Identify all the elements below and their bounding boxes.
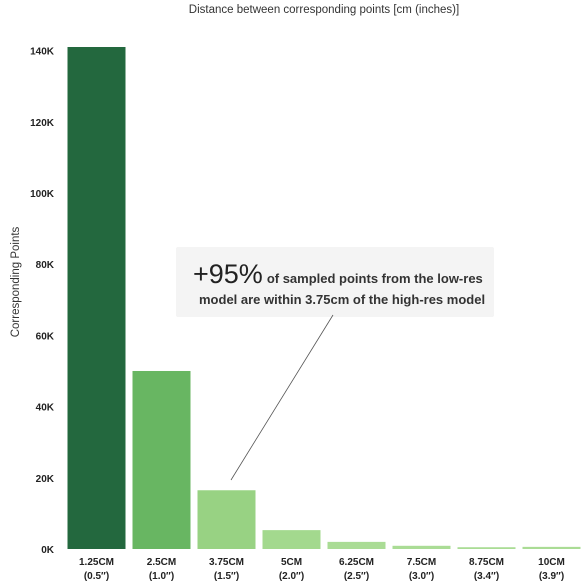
y-tick-label: 60K — [36, 331, 55, 342]
chart-title: Distance between corresponding points [c… — [189, 4, 459, 16]
bar-7-5cm — [392, 545, 451, 549]
bar-1-25cm — [67, 47, 126, 549]
y-tick-label: 40K — [36, 403, 55, 414]
y-tick-label: 100K — [30, 189, 55, 200]
x-tick-label-inches: (0.5″) — [84, 571, 109, 582]
bar-8-75cm — [457, 547, 516, 549]
x-tick-label: 5CM — [281, 557, 302, 568]
x-tick-label: 3.75CM — [209, 557, 244, 568]
x-tick-label: 1.25CM — [79, 557, 114, 568]
x-tick-label-inches: (3.0″) — [409, 571, 434, 582]
bar-10cm — [522, 546, 581, 549]
x-axis-ticks: 1.25CM (0.5″) 2.5CM (1.0″) 3.75CM (1.5″) 5CM (2… — [79, 557, 565, 582]
x-tick-label: 7.5CM — [407, 557, 436, 568]
bar-3-75cm — [197, 490, 256, 549]
y-tick-label: 80K — [36, 260, 55, 271]
x-tick-label-inches: (2.0″) — [279, 571, 304, 582]
annotation-box — [176, 247, 494, 317]
annotation-text-line1: +95% of sampled points from the low-res — [193, 259, 483, 289]
bar-6-25cm — [327, 541, 386, 549]
x-tick-label: 10CM — [538, 557, 565, 568]
y-tick-label: 140K — [30, 47, 55, 58]
x-tick-label-inches: (1.0″) — [149, 571, 174, 582]
bar-2-5cm — [132, 370, 191, 549]
annotation-line1: of sampled points from the low-res — [267, 271, 483, 286]
x-tick-label: 6.25CM — [339, 557, 374, 568]
annotation-line2: model are within 3.75cm of the high-res … — [199, 292, 485, 307]
x-tick-label-inches: (2.5″) — [344, 571, 369, 582]
annotation: +95% of sampled points from the low-res m… — [176, 247, 494, 481]
x-tick-label-inches: (3.4″) — [474, 571, 499, 582]
x-tick-label-inches: (3.9″) — [539, 571, 564, 582]
annotation-highlight: +95% — [193, 259, 263, 289]
y-tick-label: 120K — [30, 118, 55, 129]
bar-5cm — [262, 530, 321, 549]
bars — [67, 47, 581, 549]
y-axis-label: Corresponding Points — [10, 226, 22, 337]
annotation-pointer-line — [230, 314, 334, 481]
y-tick-label: 0K — [41, 545, 55, 556]
x-tick-label: 2.5CM — [147, 557, 176, 568]
x-tick-label-inches: (1.5″) — [214, 571, 239, 582]
x-tick-label: 8.75CM — [469, 557, 504, 568]
y-tick-label: 20K — [36, 474, 55, 485]
y-axis-ticks: 0K 20K 40K 60K 80K 100K 120K 140K — [30, 47, 55, 556]
